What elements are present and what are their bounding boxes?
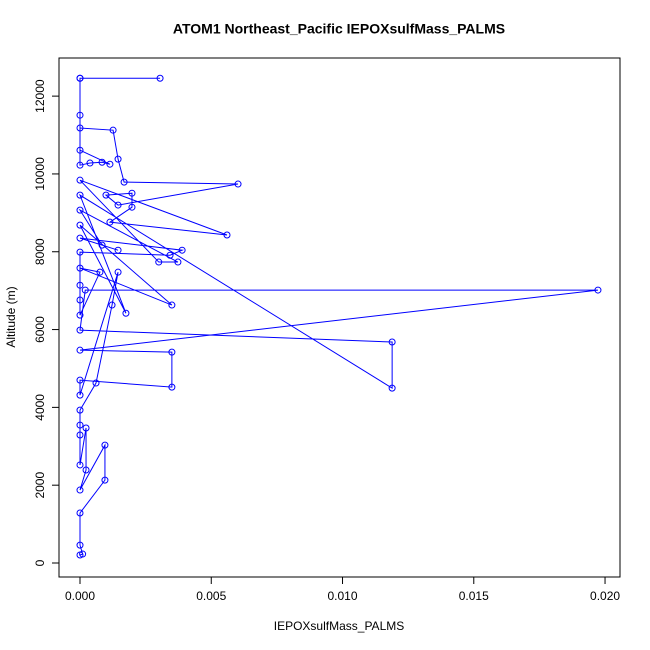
data-point <box>178 246 186 254</box>
data-point <box>76 376 84 384</box>
data-point <box>76 486 84 494</box>
data-point <box>76 146 84 154</box>
data-point <box>156 74 164 82</box>
data-point <box>76 421 84 429</box>
data-point <box>223 231 231 239</box>
data-point <box>76 461 84 469</box>
data-point <box>76 111 84 119</box>
data-point <box>168 301 176 309</box>
data-point <box>76 326 84 334</box>
data-point <box>98 241 106 249</box>
x-tick-label: 0.000 <box>65 589 95 603</box>
data-point <box>92 379 100 387</box>
data-point <box>122 309 130 317</box>
y-tick-label: 4000 <box>33 394 47 421</box>
data-point <box>81 286 89 294</box>
data-point <box>98 158 106 166</box>
data-point <box>76 176 84 184</box>
data-point <box>76 509 84 517</box>
data-point <box>76 206 84 214</box>
y-tick-label: 2000 <box>33 472 47 499</box>
data-point <box>128 189 136 197</box>
y-axis-label: Altitude (m) <box>4 286 18 347</box>
data-point <box>234 180 242 188</box>
data-point <box>128 203 136 211</box>
data-point <box>108 301 116 309</box>
x-axis-label: IEPOXsulfMass_PALMS <box>274 619 405 633</box>
data-point <box>168 348 176 356</box>
data-point <box>102 191 110 199</box>
data-point <box>106 218 114 226</box>
data-point <box>76 161 84 169</box>
y-tick-label: 10000 <box>33 157 47 191</box>
x-tick-label: 0.005 <box>196 589 226 603</box>
data-point <box>388 338 396 346</box>
data-point <box>76 74 84 82</box>
data-point <box>101 441 109 449</box>
data-point <box>174 258 182 266</box>
data-point <box>76 541 84 549</box>
chart-title: ATOM1 Northeast_Pacific IEPOXsulfMass_PA… <box>173 21 505 37</box>
data-point <box>155 258 163 266</box>
data-point <box>76 221 84 229</box>
data-point <box>79 550 87 558</box>
y-tick-label: 0 <box>33 559 47 566</box>
data-point <box>168 383 176 391</box>
data-point <box>109 126 117 134</box>
plot-box <box>58 57 621 578</box>
data-point <box>594 286 602 294</box>
data-point <box>86 159 94 167</box>
data-point <box>388 384 396 392</box>
data-point <box>76 281 84 289</box>
data-point <box>76 248 84 256</box>
data-point <box>76 234 84 242</box>
data-point <box>96 268 104 276</box>
data-point <box>76 431 84 439</box>
data-point <box>114 201 122 209</box>
y-tick-label: 6000 <box>33 316 47 343</box>
data-point <box>76 124 84 132</box>
data-point <box>106 160 114 168</box>
data-point <box>76 296 84 304</box>
data-point <box>76 191 84 199</box>
data-line <box>78 77 599 556</box>
data-point <box>114 155 122 163</box>
x-tick-label: 0.010 <box>328 589 358 603</box>
data-point <box>76 311 84 319</box>
x-tick-label: 0.015 <box>459 589 489 603</box>
data-point <box>101 476 109 484</box>
data-point <box>82 466 90 474</box>
data-point <box>114 246 122 254</box>
x-tick-label: 0.020 <box>590 589 620 603</box>
data-point <box>76 406 84 414</box>
y-tick-label: 12000 <box>33 79 47 113</box>
data-point <box>82 424 90 432</box>
data-point <box>120 178 128 186</box>
y-tick-label: 8000 <box>33 238 47 265</box>
data-point <box>76 391 84 399</box>
data-point <box>166 251 174 259</box>
data-point <box>76 346 84 354</box>
data-point <box>76 264 84 272</box>
data-point <box>114 268 122 276</box>
